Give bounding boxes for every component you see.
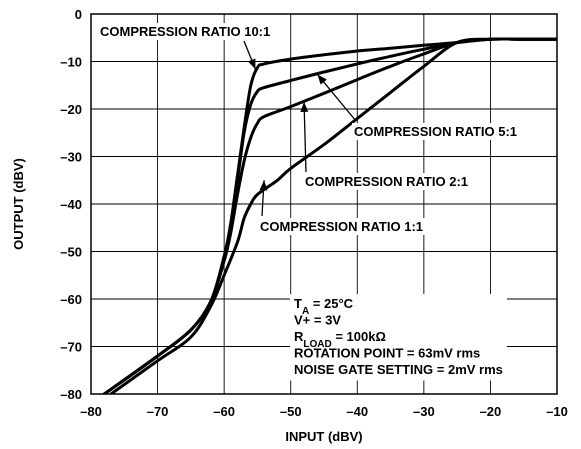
y-tick-label: –30 (60, 150, 82, 165)
x-axis-title: INPUT (dBV) (285, 429, 362, 444)
y-tick-labels: 0 –10 –20 –30 –40 –50 –60 –70 –80 (60, 7, 82, 402)
condition-line: NOISE GATE SETTING = 2mV rms (294, 362, 503, 377)
label-background-ratio-10 (98, 23, 273, 40)
label-background-ratio-2 (303, 173, 471, 190)
y-tick-label: –70 (60, 340, 82, 355)
condition-main: NOISE GATE SETTING = 2mV rms (294, 362, 503, 377)
arrow-ratio-2-head (300, 101, 309, 112)
condition-subscript: A (302, 306, 309, 317)
label-background-ratio-5 (352, 123, 520, 140)
y-tick-label: 0 (75, 7, 82, 22)
x-tick-label: –20 (480, 404, 502, 419)
x-tick-label: –80 (80, 404, 102, 419)
x-tick-label: –50 (280, 404, 302, 419)
x-tick-label: –40 (346, 404, 368, 419)
arrow-ratio-2 (300, 101, 309, 173)
condition-line: V+ = 3V (294, 313, 341, 328)
arrow-ratio-5-shaft (316, 73, 357, 122)
x-tick-labels: –80 –70 –60 –50 –40 –30 –20 –10 (80, 404, 568, 419)
y-tick-label: –80 (60, 387, 82, 402)
y-tick-label: –10 (60, 55, 82, 70)
y-tick-label: –50 (60, 245, 82, 260)
conditions-background (290, 294, 507, 381)
label-compression-ratio-2: COMPRESSION RATIO 2:1 (305, 174, 468, 189)
condition-rest: = 100kΩ (332, 329, 386, 344)
condition-main: R (294, 329, 304, 344)
arrow-ratio-10 (243, 40, 257, 70)
annotation-arrows (243, 40, 357, 217)
plot-frame (90, 13, 558, 395)
label-background-ratio-1 (258, 218, 426, 235)
y-tick-label: –60 (60, 292, 82, 307)
arrow-ratio-1-head (259, 180, 268, 191)
label-compression-ratio-5: COMPRESSION RATIO 5:1 (354, 124, 517, 139)
arrow-ratio-10-head (247, 58, 256, 70)
condition-main: ROTATION POINT = 63mV rms (294, 346, 480, 361)
arrow-ratio-2-shaft (303, 101, 307, 173)
x-tick-label: –10 (546, 404, 568, 419)
y-tick-label: –20 (60, 102, 82, 117)
curve-series-4 (109, 37, 557, 394)
x-tick-label: –30 (413, 404, 435, 419)
y-axis-title: OUTPUT (dBV) (11, 158, 26, 250)
arrow-ratio-5-head (317, 74, 327, 85)
condition-line: TA = 25°C (294, 296, 354, 317)
condition-subscript: LOAD (303, 339, 331, 350)
x-tick-label: –60 (213, 404, 235, 419)
arrow-ratio-5 (316, 73, 357, 122)
arrow-ratio-1 (259, 180, 268, 217)
curves (102, 37, 557, 394)
label-compression-ratio-10: COMPRESSION RATIO 10:1 (100, 24, 270, 39)
condition-line: ROTATION POINT = 63mV rms (294, 346, 480, 361)
condition-main: T (294, 296, 302, 311)
condition-line: RLOAD = 100kΩ (294, 329, 386, 350)
condition-rest: = 25°C (309, 296, 353, 311)
x-tick-label: –70 (147, 404, 169, 419)
y-tick-label: –40 (60, 197, 82, 212)
condition-main: V+ = 3V (294, 313, 341, 328)
label-compression-ratio-1: COMPRESSION RATIO 1:1 (260, 219, 423, 234)
